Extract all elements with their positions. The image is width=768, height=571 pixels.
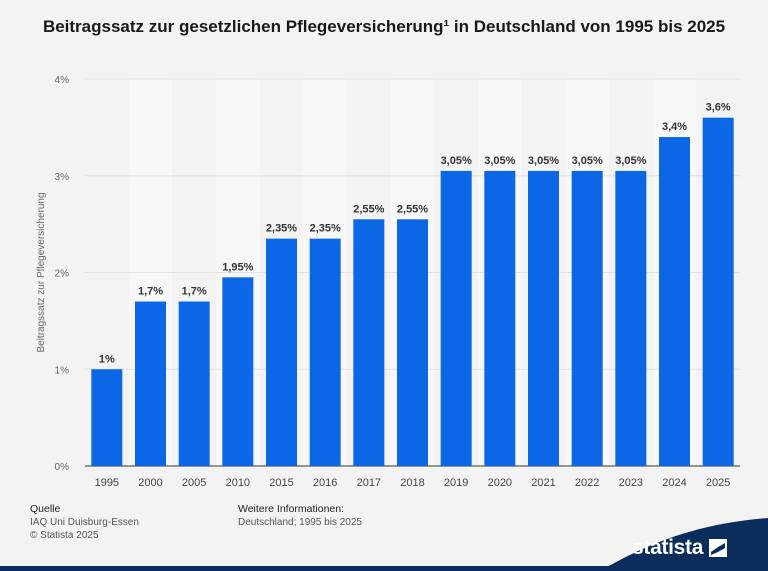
bar-value-label: 2,35% <box>310 223 341 235</box>
x-tick-label: 2018 <box>400 477 424 489</box>
bar-value-label: 2,35% <box>266 223 297 235</box>
info-block: Weitere Informationen: Deutschland; 1995… <box>238 503 362 529</box>
bar-value-label: 3,05% <box>484 155 515 167</box>
x-tick-label: 2025 <box>706 477 730 489</box>
bar <box>528 170 559 466</box>
bar-value-label: 2,55% <box>353 203 384 215</box>
y-tick-label: 1% <box>55 365 70 376</box>
bar <box>702 117 734 466</box>
source-line-2: © Statista 2025 <box>30 530 99 541</box>
bar-value-label: 1,95% <box>222 261 253 273</box>
y-tick-label: 4% <box>55 75 70 86</box>
bar <box>135 301 166 466</box>
bar <box>222 277 254 466</box>
bar <box>397 219 428 466</box>
source-block: Quelle IAQ Uni Duisburg-Essen © Statista… <box>30 503 139 542</box>
bar-value-label: 2,55% <box>397 203 428 215</box>
x-tick-label: 2015 <box>269 477 293 489</box>
bar-value-label: 1,7% <box>138 286 163 298</box>
bar <box>440 170 472 466</box>
bottom-rule <box>0 566 768 571</box>
bar-value-label: 3,05% <box>528 155 559 167</box>
bar-value-label: 3,05% <box>572 155 603 167</box>
x-tick-label: 2016 <box>313 477 337 489</box>
bar <box>178 301 210 466</box>
statista-logo[interactable]: statista <box>632 536 728 560</box>
bar <box>91 369 123 466</box>
bar-value-label: 3,6% <box>706 102 731 114</box>
y-tick-label: 2% <box>55 269 70 280</box>
bar-value-label: 3,05% <box>615 155 646 167</box>
x-tick-label: 2021 <box>531 477 555 489</box>
bar-value-label: 1% <box>99 353 115 365</box>
x-tick-label: 2010 <box>226 477 250 489</box>
bar <box>571 170 603 466</box>
x-tick-label: 2023 <box>619 477 643 489</box>
bar-value-label: 3,05% <box>441 155 472 167</box>
bar <box>615 170 647 466</box>
info-heading: Weitere Informationen: <box>238 503 345 515</box>
bar <box>659 137 690 467</box>
y-tick-label: 3% <box>55 172 70 183</box>
chart-title: Beitragssatz zur gesetzlichen Pflegevers… <box>42 17 726 36</box>
source-line-1: IAQ Uni Duisburg-Essen <box>30 517 139 528</box>
x-tick-label: 2000 <box>138 477 162 489</box>
y-axis-label: Beitragssatz zur Pflegeversicherung <box>36 192 47 352</box>
x-tick-label: 2022 <box>575 477 599 489</box>
x-tick-label: 2019 <box>444 477 468 489</box>
y-tick-label: 0% <box>55 462 70 473</box>
bar <box>353 219 385 466</box>
x-tick-label: 2017 <box>357 477 381 489</box>
bar-chart: 0% 1% 2% 3% 4% Beitragssatz zur Pflegeversich… <box>36 75 740 489</box>
x-tick-label: 2005 <box>182 477 206 489</box>
bar <box>484 170 516 466</box>
statista-flag-icon <box>709 539 728 557</box>
source-heading: Quelle <box>30 503 61 515</box>
bar <box>266 238 297 466</box>
bar-value-label: 1,7% <box>182 286 207 298</box>
info-line-1: Deutschland; 1995 bis 2025 <box>238 517 362 528</box>
x-tick-label: 1995 <box>95 477 119 489</box>
x-tick-label: 2024 <box>662 477 686 489</box>
x-tick-label: 2020 <box>488 477 512 489</box>
bar-value-label: 3,4% <box>662 121 687 133</box>
bar <box>309 238 341 466</box>
logo-text: statista <box>632 536 704 559</box>
